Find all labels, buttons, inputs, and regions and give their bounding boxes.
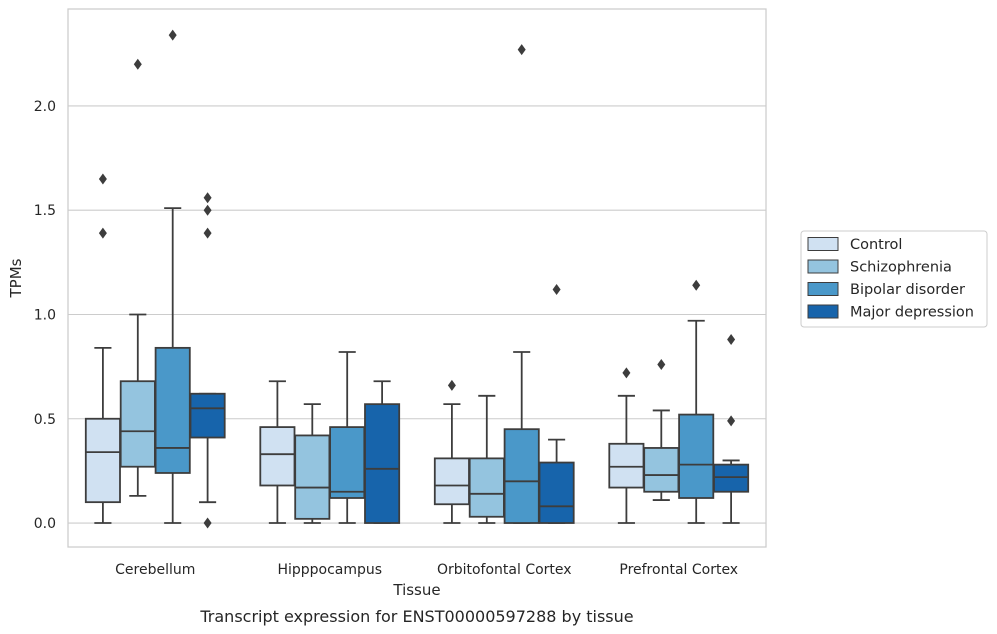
- x-axis-ticks: Cerebellum Hipppocampus Orbitofontal Corte…: [115, 562, 738, 578]
- legend-swatch: [807, 282, 839, 296]
- box-prefrontal-cortex-control: [608, 367, 645, 524]
- box-body: [84, 417, 121, 504]
- outlier-point: [552, 283, 561, 295]
- outlier-point: [727, 334, 736, 346]
- box-body: [713, 463, 750, 493]
- box-plots: [84, 29, 750, 529]
- box-body: [678, 413, 715, 499]
- box-hipppocampus-bipolar-disorder: [329, 351, 366, 524]
- box-prefrontal-cortex-major-depression: [713, 334, 750, 524]
- legend-swatch: [807, 304, 839, 319]
- y-tick-label: 0.0: [34, 516, 56, 532]
- box-orbitofontal-cortex-major-depression: [538, 283, 575, 524]
- y-axis-title: TPMs: [7, 258, 25, 298]
- box-cerebellum-control: [84, 173, 121, 524]
- box-body: [538, 461, 575, 524]
- plot-area: [67, 8, 767, 548]
- y-axis-ticks: 0.0 0.5 1.0 1.5 2.0: [34, 99, 56, 532]
- box-body: [329, 426, 366, 499]
- outlier-point: [657, 359, 666, 371]
- outlier-point: [692, 279, 701, 291]
- x-tick-label: Cerebellum: [115, 562, 195, 578]
- box-cerebellum-bipolar-disorder: [154, 29, 191, 524]
- x-tick-label: Orbitofontal Cortex: [437, 562, 572, 578]
- box-cerebellum-major-depression: [189, 192, 226, 529]
- legend-label: Control: [850, 237, 902, 253]
- box-cerebellum-schizophrenia: [119, 58, 156, 497]
- outlier-point: [517, 44, 526, 56]
- legend-label: Schizophrenia: [850, 260, 952, 276]
- plot-frame: [67, 8, 767, 548]
- box-body: [608, 442, 645, 489]
- box-body: [189, 392, 226, 439]
- outlier-point: [203, 227, 212, 239]
- outlier-point: [98, 173, 107, 185]
- legend-label: Bipolar disorder: [850, 282, 965, 298]
- y-tick-label: 0.5: [34, 412, 56, 428]
- box-prefrontal-cortex-bipolar-disorder: [678, 279, 715, 524]
- legend: Control Schizophrenia Bipolar disorder Majo…: [800, 230, 988, 328]
- legend-swatch: [807, 259, 839, 274]
- outlier-point: [98, 227, 107, 239]
- box-body: [294, 434, 331, 520]
- y-tick-label: 1.0: [34, 307, 56, 323]
- legend-frame: [800, 230, 988, 328]
- chart-caption: Transcript expression for ENST0000059728…: [199, 607, 633, 626]
- outlier-point: [447, 379, 456, 391]
- outlier-point: [203, 204, 212, 216]
- outlier-point: [203, 517, 212, 529]
- legend-swatch: [807, 237, 839, 251]
- box-hipppocampus-control: [259, 380, 296, 524]
- outlier-point: [168, 29, 177, 41]
- outlier-point: [203, 192, 212, 204]
- outlier-point: [133, 58, 142, 70]
- box-body: [468, 457, 505, 518]
- y-tick-label: 2.0: [34, 99, 56, 115]
- y-tick-label: 1.5: [34, 203, 56, 219]
- x-tick-label: Prefrontal Cortex: [619, 562, 738, 578]
- outlier-point: [622, 367, 631, 379]
- box-prefrontal-cortex-schizophrenia: [643, 359, 680, 501]
- x-tick-label: Hipppocampus: [277, 562, 382, 578]
- box-body: [119, 380, 156, 468]
- box-orbitofontal-cortex-control: [433, 379, 470, 524]
- box-body: [364, 403, 401, 524]
- box-body: [154, 346, 191, 474]
- outlier-point: [727, 415, 736, 427]
- legend-label: Major depression: [850, 305, 974, 321]
- box-hipppocampus-schizophrenia: [294, 403, 331, 524]
- box-body: [643, 447, 680, 493]
- box-hipppocampus-major-depression: [364, 380, 401, 524]
- box-body: [433, 457, 470, 506]
- x-axis-title: Tissue: [392, 581, 440, 599]
- box-body: [503, 428, 540, 524]
- box-body: [259, 426, 296, 487]
- box-orbitofontal-cortex-schizophrenia: [468, 394, 505, 524]
